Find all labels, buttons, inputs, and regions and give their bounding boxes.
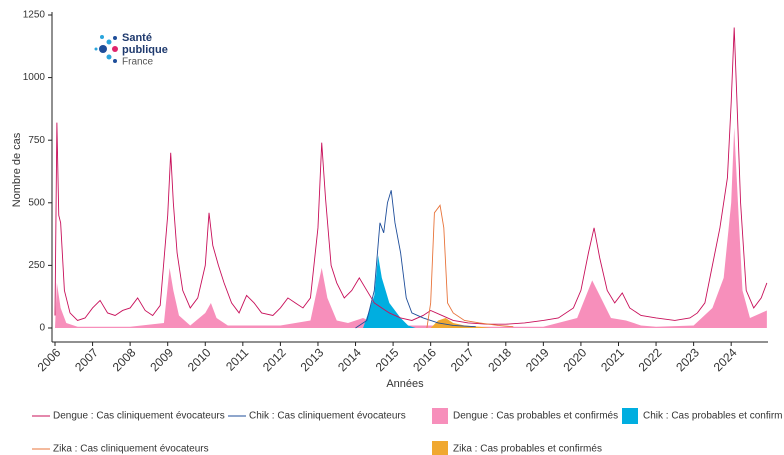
x-tick-label: 2021 bbox=[598, 345, 627, 374]
y-tick-label: 500 bbox=[28, 197, 45, 208]
logo-text: publique bbox=[122, 44, 168, 56]
x-tick-label: 2022 bbox=[636, 345, 665, 374]
logo-dot bbox=[106, 54, 112, 60]
logo-text: France bbox=[122, 57, 154, 68]
x-tick-label: 2010 bbox=[185, 345, 214, 374]
legend-label: Zika : Cas cliniquement évocateurs bbox=[53, 444, 209, 455]
y-tick-label: 750 bbox=[28, 135, 45, 146]
x-tick-label: 2012 bbox=[260, 345, 289, 374]
y-axis-title: Nombre de cas bbox=[11, 132, 23, 207]
y-tick-label: 1000 bbox=[23, 72, 46, 83]
line bbox=[54, 27, 768, 325]
line bbox=[426, 204, 514, 329]
legend-label: Chik : Cas cliniquement évocateurs bbox=[249, 411, 406, 422]
legend-label: Zika : Cas probables et confirmés bbox=[453, 444, 602, 455]
legend-label: Chik : Cas probables et confirm bbox=[643, 411, 783, 422]
x-tick-label: 2018 bbox=[485, 345, 514, 374]
logo-dot bbox=[112, 46, 118, 52]
area bbox=[430, 317, 491, 328]
x-tick-label: 2015 bbox=[373, 345, 402, 374]
logo-dot bbox=[106, 39, 112, 45]
x-tick-label: 2007 bbox=[72, 345, 101, 374]
logo: Santé publique France bbox=[94, 32, 168, 68]
x-tick-label: 2008 bbox=[110, 345, 139, 374]
legend-swatch bbox=[622, 408, 638, 424]
legend-swatch bbox=[432, 408, 448, 424]
y-tick-label: 0 bbox=[39, 323, 45, 334]
x-tick-label: 2009 bbox=[147, 345, 176, 374]
logo-dot bbox=[94, 47, 98, 51]
x-tick-label: 2019 bbox=[523, 345, 552, 374]
x-tick-label: 2011 bbox=[223, 345, 251, 373]
logo-dot bbox=[100, 35, 104, 39]
x-tick-label: 2014 bbox=[335, 345, 364, 374]
x-tick-label: 2006 bbox=[35, 345, 64, 374]
x-tick-label: 2024 bbox=[711, 345, 740, 374]
x-tick-label: 2023 bbox=[673, 345, 702, 374]
x-tick-label: 2016 bbox=[410, 345, 439, 374]
legend-label: Dengue : Cas probables et confirmés bbox=[453, 411, 618, 422]
y-tick-label: 250 bbox=[28, 260, 45, 271]
x-axis-title: Années bbox=[386, 378, 424, 390]
x-tick-label: 2020 bbox=[561, 345, 590, 374]
x-tick-label: 2017 bbox=[448, 345, 477, 374]
logo-dot bbox=[99, 45, 107, 53]
legend-label: Dengue : Cas cliniquement évocateurs bbox=[53, 411, 225, 422]
logo-dot bbox=[113, 59, 117, 63]
x-tick-label: 2013 bbox=[298, 345, 327, 374]
y-tick-label: 1250 bbox=[23, 10, 46, 21]
logo-text: Santé bbox=[122, 32, 152, 44]
area bbox=[363, 255, 416, 328]
line bbox=[355, 190, 476, 329]
area bbox=[55, 127, 767, 328]
logo-dot bbox=[113, 36, 117, 40]
legend-swatch bbox=[432, 441, 448, 455]
